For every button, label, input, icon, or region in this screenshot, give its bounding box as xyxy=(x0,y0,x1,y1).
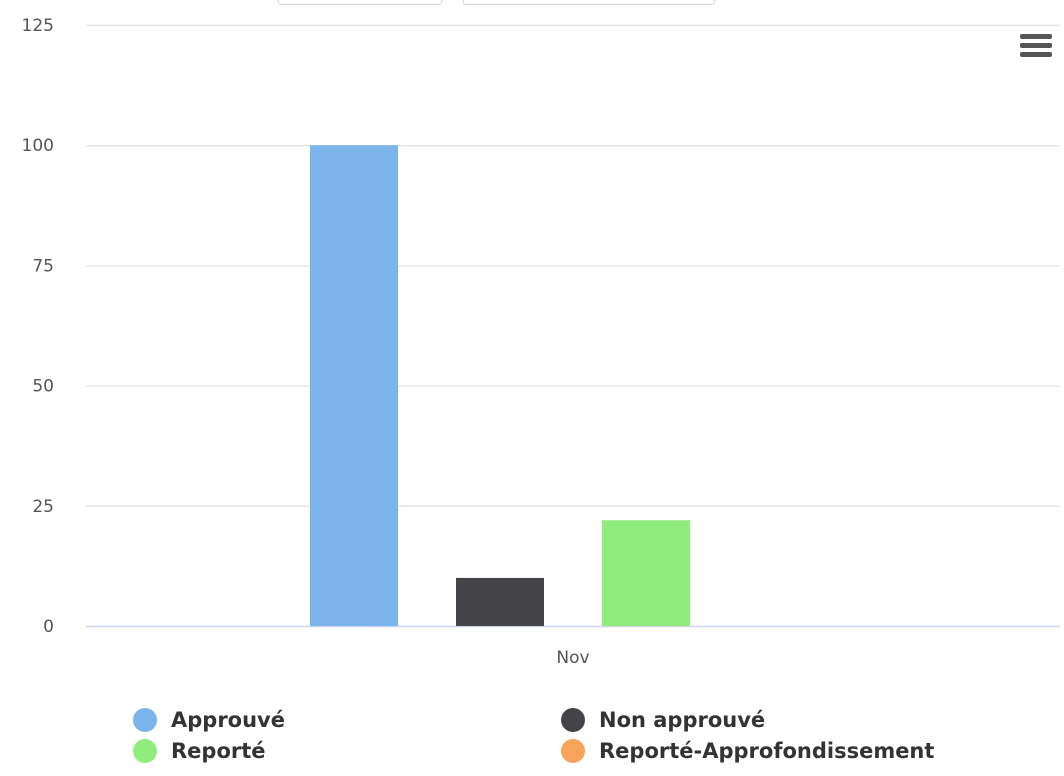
legend-item-report-[interactable]: Reporté xyxy=(133,737,266,765)
legend-label: Approuvé xyxy=(171,708,285,732)
y-tick-label: 75 xyxy=(32,256,54,276)
grid-lines xyxy=(86,24,1060,628)
y-tick-label: 25 xyxy=(32,497,54,517)
legend-item-non-approuv-[interactable]: Non approuvé xyxy=(561,706,765,734)
bar-non-approuv-[interactable] xyxy=(456,577,544,626)
bar-approuv-[interactable] xyxy=(310,145,398,626)
bar-report-[interactable] xyxy=(602,520,690,626)
bars xyxy=(310,145,690,626)
legend-item-report-approfondissement[interactable]: Reporté-Approfondissement xyxy=(561,737,934,765)
hamburger-menu-icon[interactable] xyxy=(1016,32,1052,64)
legend-label: Non approuvé xyxy=(599,708,766,732)
legend-marker-icon xyxy=(561,739,585,763)
legend-marker-icon xyxy=(133,739,157,763)
top-control-box-right[interactable] xyxy=(463,0,715,5)
legend-marker-icon xyxy=(133,708,157,732)
x-axis-tick-labels: Nov xyxy=(556,648,589,668)
y-tick-label: 0 xyxy=(43,617,54,637)
y-tick-label: 100 xyxy=(22,136,54,156)
legend-marker-icon xyxy=(561,708,585,732)
legend-label: Reporté xyxy=(171,739,266,763)
legend-label: Reporté-Approfondissement xyxy=(599,739,935,763)
legend-item-approuv-[interactable]: Approuvé xyxy=(133,706,285,734)
top-control-box-left[interactable] xyxy=(278,0,442,5)
x-tick-label: Nov xyxy=(556,648,589,668)
y-tick-label: 50 xyxy=(32,377,54,397)
y-axis-tick-labels: 0 25 50 75 100 125 xyxy=(22,16,54,637)
y-tick-label: 125 xyxy=(22,16,54,36)
